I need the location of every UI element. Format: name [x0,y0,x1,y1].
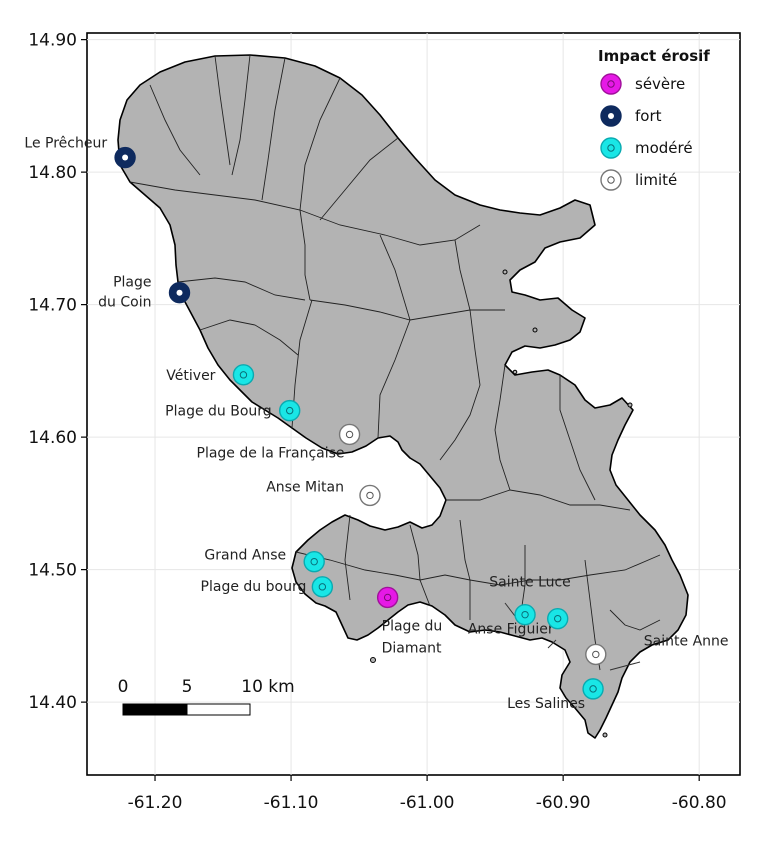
site-label: Les Salines [507,696,585,712]
site-markers [114,146,607,700]
legend-label: limité [635,171,677,189]
scale-bar-white [186,703,251,716]
y-tick-label: 14.40 [28,693,77,713]
x-tick-label: -60.90 [536,793,591,813]
site-label: Plage [113,275,151,291]
martinique-island [117,54,689,739]
site-label: Grand Anse [204,548,286,564]
site-marker [582,678,604,700]
legend-label: modéré [635,139,693,157]
site-label: Diamant [382,640,442,656]
site-marker [547,607,569,630]
x-tick-label: -60.80 [672,793,727,813]
site-marker [338,423,361,446]
legend-label: fort [635,107,662,125]
site-label: Vétiver [166,368,215,384]
site-label: du Coin [98,295,151,311]
x-axis-ticks: -61.20 -61.10 -61.00 -60.90 -60.80 [128,775,727,813]
site-marker [303,550,325,573]
y-tick-label: 14.60 [28,428,77,448]
x-tick-label: -61.00 [400,793,455,813]
site-marker [376,586,399,609]
site-label: Anse Mitan [266,479,344,495]
legend-item-severe: sévère [600,73,685,95]
scale-bar: 0 5 10 km [118,677,295,716]
site-label: Plage du [382,618,443,634]
y-tick-label: 14.70 [28,296,77,316]
site-label: Anse Figuier [468,622,554,638]
site-label: Le Prêcheur [24,136,107,152]
scale-bar-black [122,703,188,716]
site-labels: Le Prêcheur Plage du Coin Vétiver Plage du B… [24,136,728,712]
y-tick-label: 14.80 [28,163,77,183]
scale-label-5: 5 [182,677,193,697]
commune-boundaries [129,54,661,671]
site-label: Plage du bourg [201,579,307,595]
legend-label: sévère [635,75,685,93]
site-label: Plage de la Française [197,445,345,461]
islets [370,269,633,738]
y-axis-ticks: 14.90 14.80 14.70 14.60 14.50 14.40 [28,31,87,713]
x-tick-label: -61.20 [128,793,183,813]
y-tick-label: 14.90 [28,31,77,51]
site-marker [168,282,191,304]
y-tick-label: 14.50 [28,561,77,581]
site-label: Plage du Bourg [165,404,272,420]
site-marker [514,603,536,626]
site-marker [311,576,334,598]
legend: Impact érosif sévère fort modéré limité [598,47,710,191]
scale-label-0: 0 [118,677,129,697]
site-marker [585,643,607,666]
legend-item-fort: fort [600,105,662,127]
legend-title: Impact érosif [598,47,710,65]
x-tick-label: -61.10 [264,793,319,813]
legend-item-modere: modéré [600,137,693,159]
site-marker [232,364,255,386]
site-marker [279,399,301,422]
site-marker [114,146,136,169]
scale-label-10km: 10 km [241,677,294,697]
site-marker [359,484,381,507]
legend-item-limite: limité [600,169,677,191]
site-label: Sainte Anne [644,633,729,649]
island-shape [117,54,689,739]
site-label: Sainte Luce [489,575,571,591]
